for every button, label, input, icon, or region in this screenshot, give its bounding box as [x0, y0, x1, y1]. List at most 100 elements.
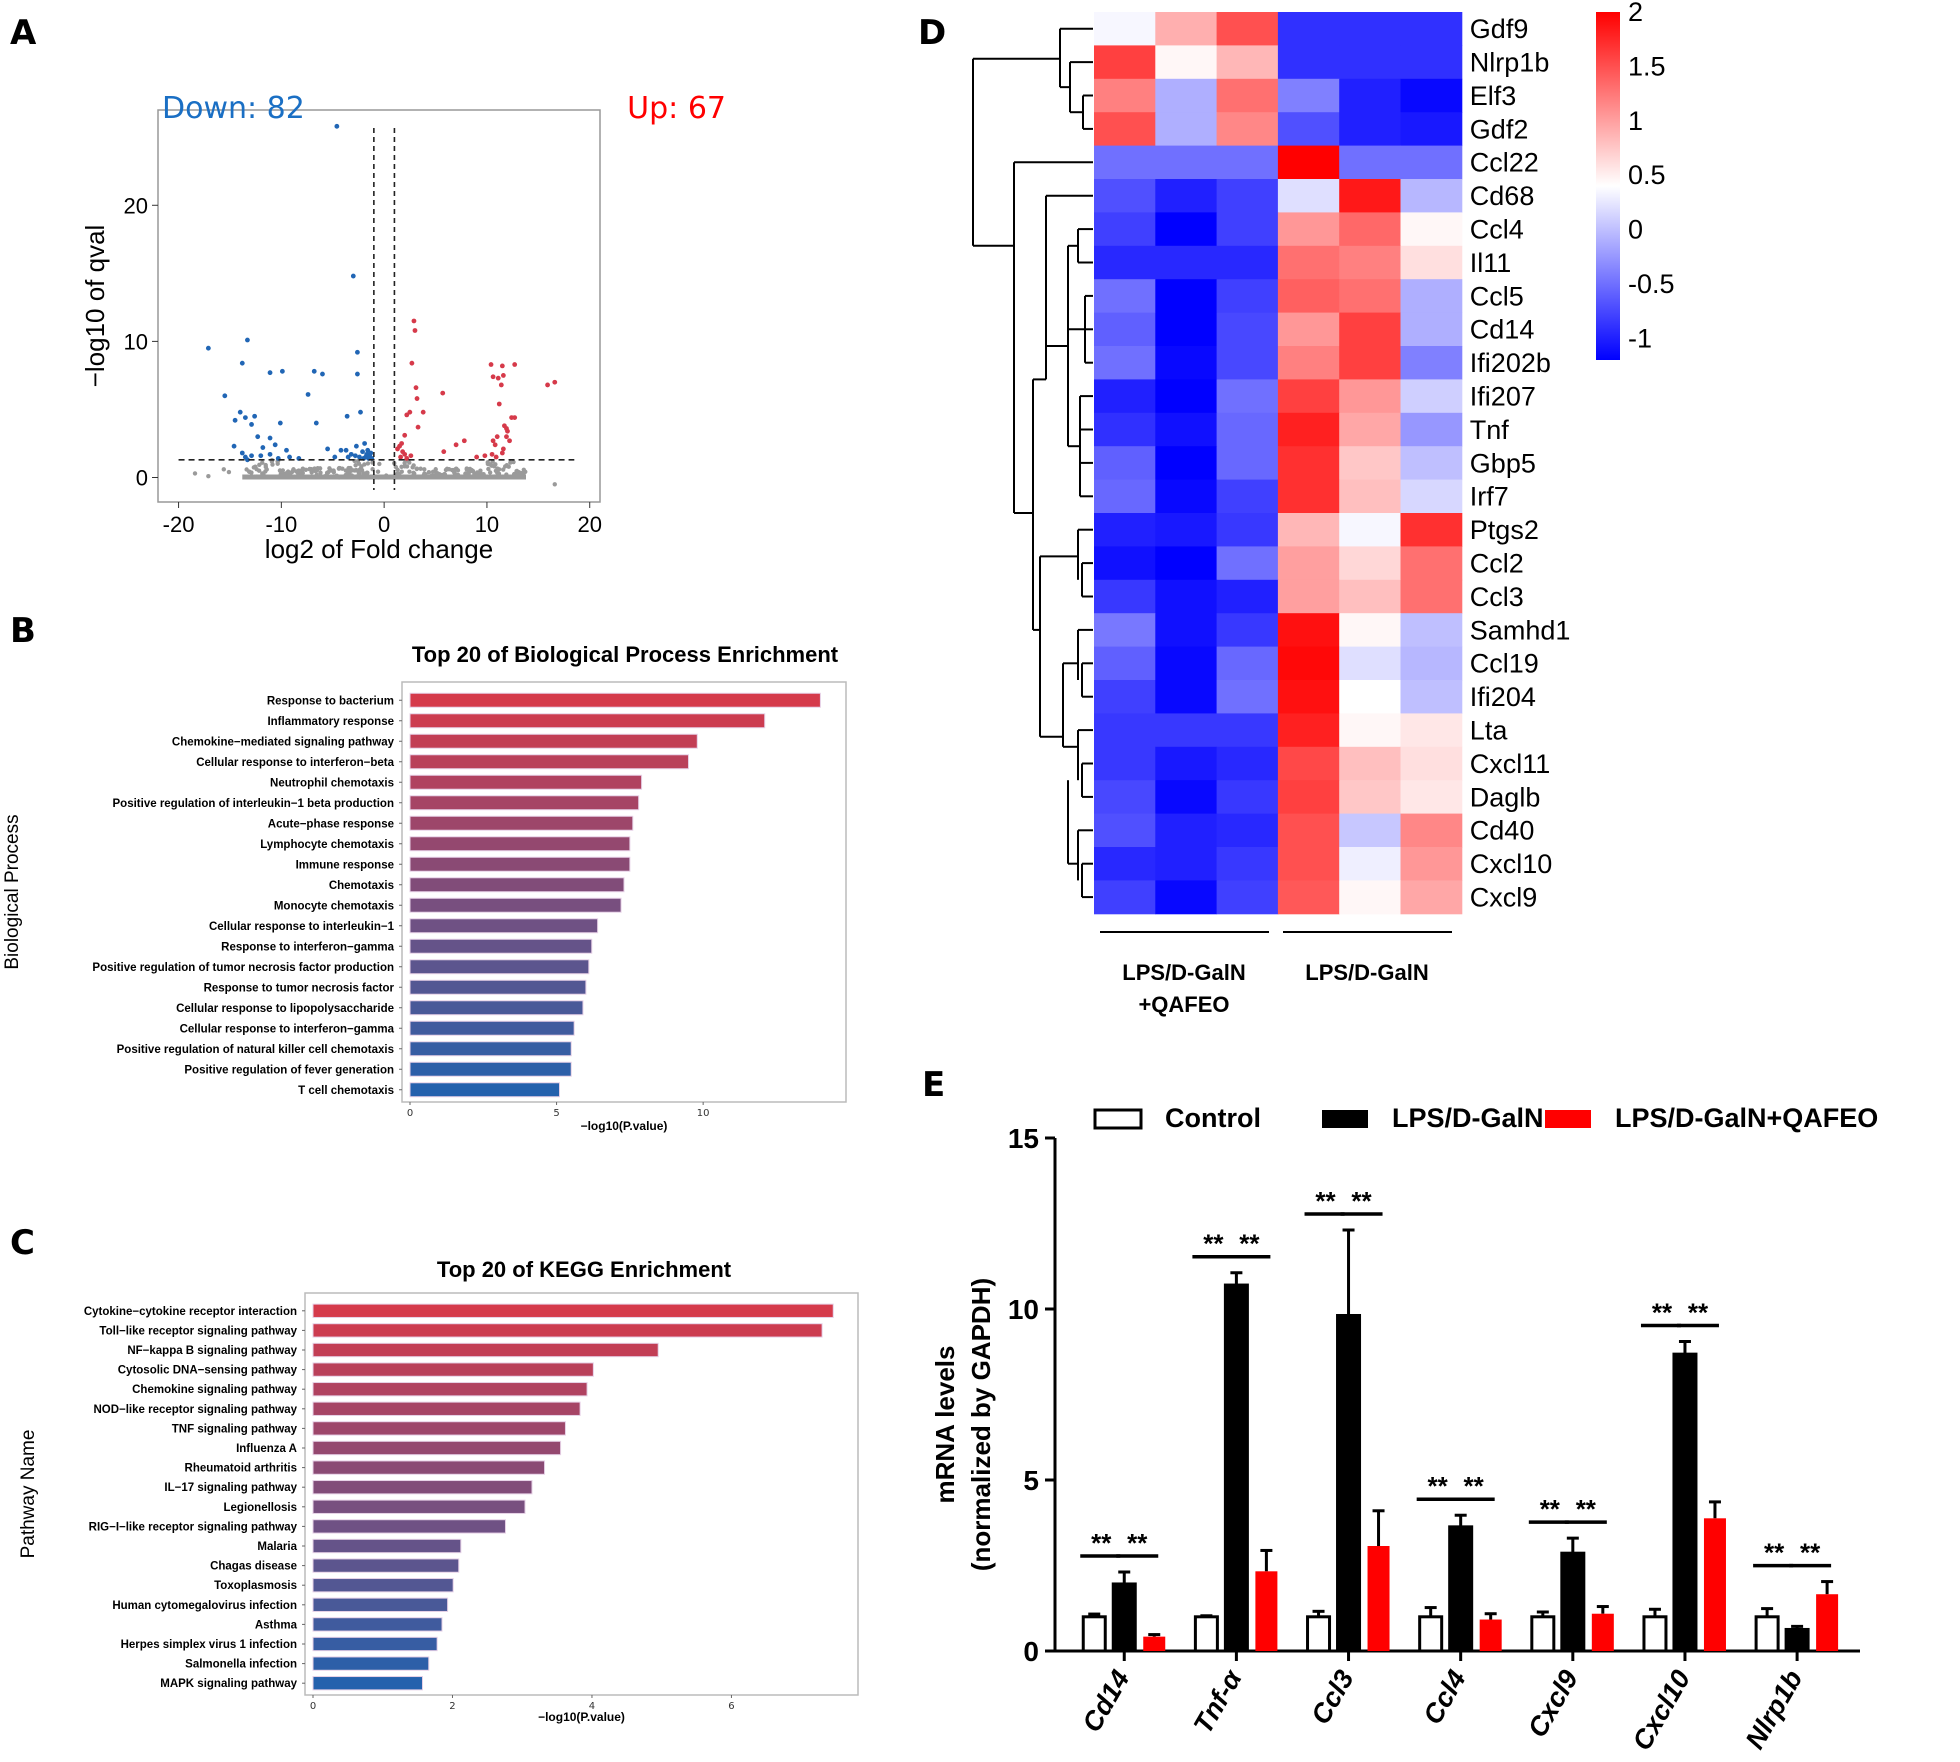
bar	[313, 1539, 461, 1552]
heatmap-cell	[1401, 179, 1463, 213]
heatmap-cell	[1339, 513, 1401, 547]
bar	[410, 755, 688, 769]
up-point	[412, 319, 417, 324]
significance-marker: **	[1203, 1229, 1224, 1259]
category-label: Cytosolic DNA−sensing pathway	[118, 1365, 298, 1377]
ns-point	[286, 470, 290, 474]
heatmap-cell	[1155, 647, 1217, 681]
down-point	[287, 455, 292, 460]
heatmap-cell	[1094, 279, 1156, 313]
heatmap-cell	[1094, 12, 1156, 46]
row-label: Ccl4	[1470, 214, 1524, 244]
bar	[313, 1618, 442, 1631]
bar	[410, 714, 765, 728]
heatmap-cell	[1278, 580, 1340, 614]
category-label: MAPK signaling pathway	[160, 1678, 297, 1690]
heatmap-cell	[1217, 880, 1279, 914]
bar-control	[1644, 1617, 1666, 1651]
kegg-enrichment-chart: Top 20 of KEGG EnrichmentCytokine−cytoki…	[18, 1257, 858, 1724]
bar-lps-d-galn	[1562, 1553, 1584, 1651]
up-point	[474, 455, 479, 460]
heatmap-cell	[1278, 146, 1340, 180]
significance-marker: **	[1239, 1229, 1260, 1259]
ns-point	[400, 469, 404, 473]
down-point	[249, 422, 254, 427]
bar-lps-d-galn-qafeo	[1143, 1637, 1165, 1651]
heatmap-cell	[1339, 814, 1401, 848]
heatmap-cell	[1339, 780, 1401, 814]
category-label: Acute−phase response	[268, 818, 394, 830]
down-point	[260, 445, 265, 450]
significance-marker: **	[1351, 1186, 1372, 1216]
x-tick-label: 10	[697, 1108, 710, 1119]
up-point	[414, 385, 419, 390]
bar	[313, 1657, 429, 1670]
heatmap-cell	[1339, 413, 1401, 447]
x-tick-label: 6	[728, 1701, 734, 1712]
y-tick-label: 10	[124, 329, 148, 354]
heatmap-cell	[1401, 546, 1463, 580]
bar	[313, 1461, 545, 1474]
row-label: Cxcl11	[1470, 749, 1551, 779]
category-label: Response to tumor necrosis factor	[204, 982, 395, 994]
down-point	[320, 372, 325, 377]
heatmap-cell	[1094, 79, 1156, 113]
category-label: NF−kappa B signaling pathway	[127, 1345, 297, 1357]
heatmap-cell	[1217, 379, 1279, 413]
ns-baseline	[242, 475, 526, 480]
bar-lps-d-galn-qafeo	[1592, 1614, 1614, 1651]
row-label: Gdf9	[1470, 14, 1529, 44]
category-label: T cell chemotaxis	[298, 1085, 394, 1097]
heatmap-cell	[1155, 580, 1217, 614]
volcano-plot: -20 -10 0 10 2001020log2 of Fold change−log1…	[80, 91, 726, 564]
heatmap-cell	[1401, 880, 1463, 914]
heatmap-cell	[1339, 346, 1401, 380]
heatmap-cell	[1278, 880, 1340, 914]
x-tick-label: 2	[449, 1701, 455, 1712]
row-label: Cxcl10	[1470, 849, 1553, 879]
up-point	[402, 452, 407, 457]
bar	[313, 1402, 580, 1415]
category-label: Response to bacterium	[267, 695, 394, 707]
colorbar-tick-label: 1	[1628, 106, 1643, 136]
down-point	[268, 370, 273, 375]
category-label: Nlrp1b	[1740, 1665, 1809, 1754]
up-point	[545, 383, 550, 388]
heatmap-cell	[1217, 112, 1279, 146]
ns-point	[471, 469, 475, 473]
up-point	[552, 380, 557, 385]
ns-point	[222, 467, 226, 471]
heatmap-cell	[1217, 814, 1279, 848]
heatmap-cell	[1339, 379, 1401, 413]
heatmap-cell	[1339, 680, 1401, 714]
bar-lps-d-galn	[1113, 1584, 1135, 1651]
heatmap-cell	[1094, 647, 1156, 681]
colorbar-tick-label: 2	[1628, 0, 1643, 27]
ns-point	[410, 465, 414, 469]
category-label: IL−17 signaling pathway	[164, 1482, 297, 1494]
ns-point	[377, 462, 381, 466]
y-tick-label: 10	[1008, 1294, 1039, 1325]
up-point	[440, 391, 445, 396]
bar	[313, 1579, 453, 1592]
heatmap-cell	[1094, 146, 1156, 180]
bar	[410, 898, 621, 912]
bar	[410, 1062, 571, 1076]
heatmap-cell	[1401, 480, 1463, 514]
category-label: Cellular response to interleukin−1	[209, 921, 395, 933]
ns-point	[346, 466, 350, 470]
heatmap-cell	[1217, 513, 1279, 547]
category-label: Influenza A	[236, 1443, 297, 1455]
heatmap-cell	[1094, 480, 1156, 514]
chart-title: Top 20 of Biological Process Enrichment	[412, 642, 839, 667]
heatmap-cell	[1401, 246, 1463, 280]
heatmap-cell	[1217, 12, 1279, 46]
row-label: Cd40	[1470, 816, 1535, 846]
row-label: Gdf2	[1470, 114, 1529, 144]
significance-marker: **	[1464, 1471, 1485, 1501]
heatmap-cell	[1155, 112, 1217, 146]
down-point	[334, 124, 339, 129]
down-point	[362, 441, 367, 446]
heatmap-cell	[1401, 513, 1463, 547]
up-point	[505, 429, 510, 434]
